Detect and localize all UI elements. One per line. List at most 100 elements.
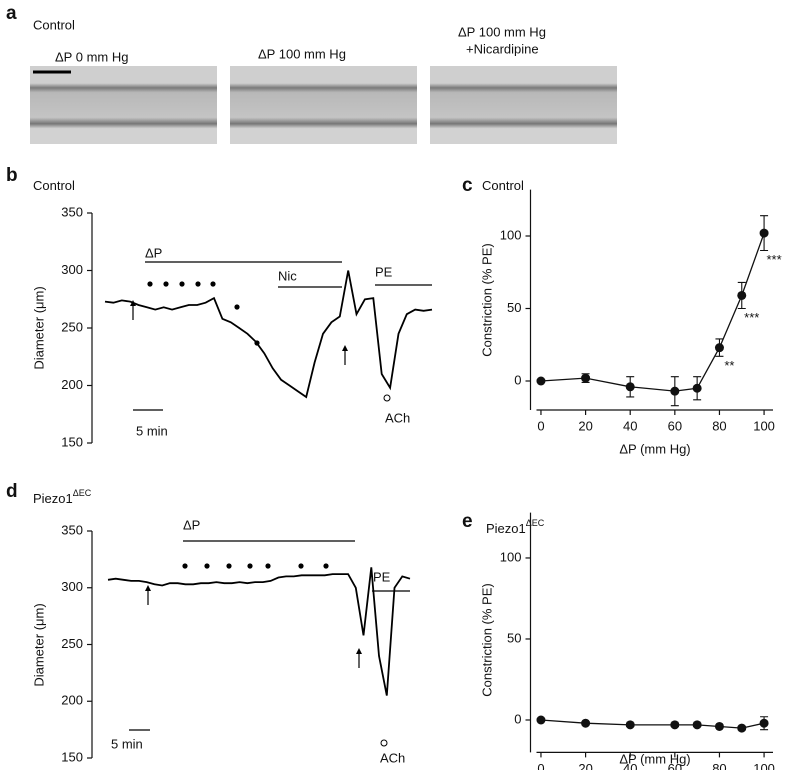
significance: *** [744,310,759,325]
y-tick-label: 200 [61,377,83,392]
title-text: Control [33,178,75,193]
chart-title: Piezo1ΔEC [486,518,545,536]
arrow-head [356,648,362,654]
x-tick-label: 20 [578,761,592,770]
step-dot [265,563,271,569]
data-point [759,718,769,728]
significance: ** [724,358,734,373]
annotation: ACh [385,410,410,425]
annotation: 5 min [136,423,168,438]
annotation: ΔP [183,517,200,532]
annotation: ACh [380,750,405,765]
data-point [692,720,702,730]
step-dot [182,563,188,569]
x-tick-label: 100 [753,761,775,770]
image-label: ΔP 0 mm Hg [55,49,128,64]
image-label: ΔP 100 mm Hg [458,24,546,39]
diameter-trace [104,270,433,399]
arrow-head [130,300,136,306]
y-tick-label: 0 [514,711,521,726]
arrow-head [145,585,151,591]
x-tick-label: 60 [668,761,682,770]
data-point [536,376,546,386]
title-superscript: ΔEC [526,518,545,528]
y-tick-label: 50 [507,300,521,315]
ach-marker [380,739,388,747]
y-tick-label: 100 [500,549,522,564]
micrograph [230,66,417,144]
panel-letter: c [462,175,473,196]
y-tick-label: 300 [61,262,83,277]
image-label: +Nicardipine [466,41,539,56]
y-tick-label: 150 [61,749,83,764]
step-dot [254,340,260,346]
significance: *** [766,252,781,267]
chart-title: Piezo1ΔEC [33,488,92,506]
series-line [540,232,765,392]
panel-letter: e [462,511,473,532]
data-point [581,718,591,728]
data-point [581,373,591,383]
y-axis-label: Constriction (% PE) [479,243,494,356]
y-tick-label: 0 [514,372,521,387]
step-dot [298,563,304,569]
y-axis-label: Diameter (μm) [31,603,46,686]
x-tick-label: 80 [712,761,726,770]
x-axis-label: ΔP (mm Hg) [619,441,690,456]
step-dot [323,563,329,569]
panel-letter: b [6,165,18,186]
x-tick-label: 0 [537,418,544,433]
annotation: ΔP [145,245,162,260]
panel-letter: d [6,481,18,502]
panel-title: Control [33,17,75,32]
series-line [540,719,765,729]
y-tick-label: 350 [61,522,83,537]
y-tick-label: 100 [500,227,522,242]
step-dot [179,281,185,287]
y-tick-label: 300 [61,579,83,594]
data-point [714,343,724,353]
y-tick-label: 50 [507,630,521,645]
annotation: PE [373,569,391,584]
data-point [625,382,635,392]
ach-marker [383,394,391,402]
annotation: 5 min [111,736,143,751]
chart-title: Control [33,178,75,193]
data-point [625,720,635,730]
title-text: Piezo1 [486,521,526,536]
y-tick-label: 200 [61,693,83,708]
step-dot [210,281,216,287]
y-axis-label: Constriction (% PE) [479,583,494,696]
x-tick-label: 0 [537,761,544,770]
y-tick-label: 250 [61,636,83,651]
title-text: Piezo1 [33,491,73,506]
annotation: PE [375,264,393,279]
x-axis-label: ΔP (mm Hg) [619,751,690,766]
step-dot [226,563,232,569]
data-point [759,228,769,238]
data-point [714,721,724,731]
y-tick-label: 350 [61,204,83,219]
step-dot [195,281,201,287]
y-axis-label: Diameter (μm) [31,286,46,369]
x-tick-label: 60 [668,418,682,433]
data-point [737,723,747,733]
x-tick-label: 40 [623,418,637,433]
annotation: Nic [278,268,297,283]
data-point [737,290,747,300]
data-point [692,383,702,393]
panel-letter: a [6,3,17,24]
data-point [670,386,680,396]
diameter-trace [107,567,411,696]
step-dot [234,304,240,310]
image-label: ΔP 100 mm Hg [258,46,346,61]
y-tick-label: 250 [61,319,83,334]
x-tick-label: 100 [753,418,775,433]
micrograph [430,66,617,144]
x-tick-label: 80 [712,418,726,433]
micrograph [30,66,217,144]
step-dot [247,563,253,569]
chart-title: Control [482,178,524,193]
step-dot [204,563,210,569]
